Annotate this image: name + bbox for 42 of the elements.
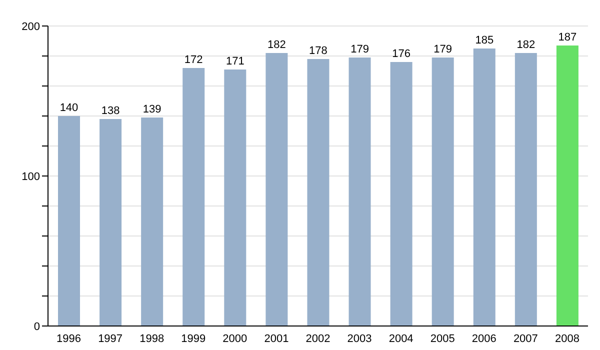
x-tick-label: 1996 [56, 332, 82, 345]
x-tick-label: 2002 [306, 332, 330, 345]
bar [266, 53, 288, 326]
x-tick-label: 2007 [513, 332, 538, 345]
data-label: 171 [226, 56, 244, 68]
y-tick-label: 200 [22, 20, 40, 33]
bar [432, 58, 454, 326]
bar [556, 46, 578, 326]
data-label: 172 [184, 54, 203, 66]
x-tick-label: 2003 [347, 332, 372, 345]
y-tick-label: 100 [22, 170, 40, 183]
x-tick-label: 2000 [222, 332, 248, 345]
x-tick-label: 2008 [554, 332, 580, 345]
data-label: 138 [101, 105, 120, 117]
bar [182, 68, 205, 326]
data-label: 187 [558, 32, 577, 44]
y-tick-label: 0 [34, 320, 40, 333]
x-tick-label: 1998 [140, 332, 164, 345]
bar [100, 119, 122, 326]
bar [141, 118, 164, 326]
data-label: 182 [516, 39, 536, 51]
data-label: 182 [268, 39, 286, 51]
bar [224, 70, 246, 326]
data-label: 179 [350, 44, 369, 56]
bar [58, 116, 80, 326]
data-label: 185 [475, 34, 494, 46]
x-tick-label: 2006 [472, 332, 496, 345]
data-label: 140 [60, 102, 78, 114]
bar [348, 58, 371, 326]
data-label: 178 [309, 45, 328, 57]
bar [473, 48, 496, 326]
bar [514, 53, 537, 326]
x-tick-label: 1999 [181, 332, 206, 345]
data-label: 139 [142, 104, 162, 116]
bar [307, 59, 330, 326]
bar [390, 62, 412, 326]
x-tick-label: 2004 [388, 332, 414, 345]
data-label: 179 [434, 44, 452, 56]
data-label: 176 [392, 48, 410, 60]
x-tick-label: 1997 [98, 332, 123, 345]
x-tick-label: 2005 [430, 332, 455, 345]
x-tick-label: 2001 [264, 332, 289, 345]
